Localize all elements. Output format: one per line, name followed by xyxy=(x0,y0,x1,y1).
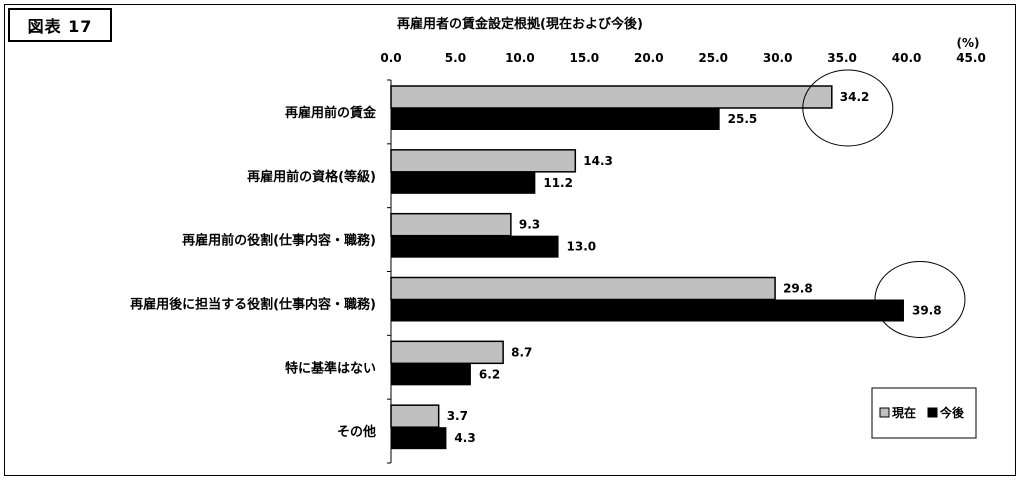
data-label: 8.7 xyxy=(511,345,532,359)
x-tick-label: 25.0 xyxy=(698,51,728,65)
bar-current xyxy=(390,85,833,109)
bar-current xyxy=(390,340,504,365)
data-label: 25.5 xyxy=(728,112,758,126)
data-label: 39.8 xyxy=(912,304,942,318)
data-label: 4.3 xyxy=(454,431,475,445)
category-label: 再雇用前の賃金 xyxy=(285,105,377,121)
highlight-circle xyxy=(874,261,966,338)
data-label: 9.3 xyxy=(519,218,540,232)
bar-future xyxy=(391,235,559,258)
data-label: 14.3 xyxy=(583,154,613,168)
legend-label: 現在 xyxy=(892,405,916,420)
data-label: 29.8 xyxy=(783,282,813,296)
x-tick-label: 35.0 xyxy=(827,51,857,65)
category-label: 再雇用後に担当する役割(仕事内容・職務) xyxy=(130,296,376,312)
bar-future xyxy=(391,171,536,194)
bar-future xyxy=(391,427,447,450)
bar-current xyxy=(390,404,440,428)
data-label: 13.0 xyxy=(567,240,597,254)
category-label: 再雇用前の役割(仕事内容・職務) xyxy=(182,233,376,249)
figure-frame xyxy=(4,4,1016,476)
legend-box xyxy=(871,387,977,439)
category-label: 再雇用前の資格(等級) xyxy=(247,169,376,185)
bar-future xyxy=(391,299,904,322)
x-tick-label: 20.0 xyxy=(634,51,664,65)
x-tick-label: 15.0 xyxy=(570,51,600,65)
category-label: 特に基準はない xyxy=(285,360,376,376)
x-tick-label: 0.0 xyxy=(380,51,401,65)
bar-future xyxy=(391,363,471,386)
x-tick-label: 10.0 xyxy=(505,51,535,65)
legend-swatch xyxy=(927,407,938,418)
unit-label: (%) xyxy=(957,36,980,50)
figure-label: 図表 17 xyxy=(8,8,112,42)
x-tick-label: 40.0 xyxy=(892,51,922,65)
legend-label: 今後 xyxy=(939,405,965,420)
chart-title: 再雇用者の賃金設定根拠(現在および今後) xyxy=(397,16,643,32)
category-label: その他 xyxy=(337,424,376,440)
bar-current xyxy=(390,212,512,237)
x-tick-label: 30.0 xyxy=(763,51,793,65)
legend-swatch xyxy=(879,407,890,418)
data-label: 6.2 xyxy=(479,367,500,381)
data-label: 11.2 xyxy=(543,176,573,190)
bar-current xyxy=(390,149,577,173)
bar-current xyxy=(390,276,776,301)
data-label: 3.7 xyxy=(447,409,468,423)
x-tick-label: 5.0 xyxy=(445,51,466,65)
highlight-circle xyxy=(802,69,894,147)
data-label: 34.2 xyxy=(840,90,870,104)
bar-future xyxy=(391,108,720,130)
x-tick-label: 45.0 xyxy=(956,51,986,65)
chart-legend: 現在 今後 xyxy=(871,387,977,439)
